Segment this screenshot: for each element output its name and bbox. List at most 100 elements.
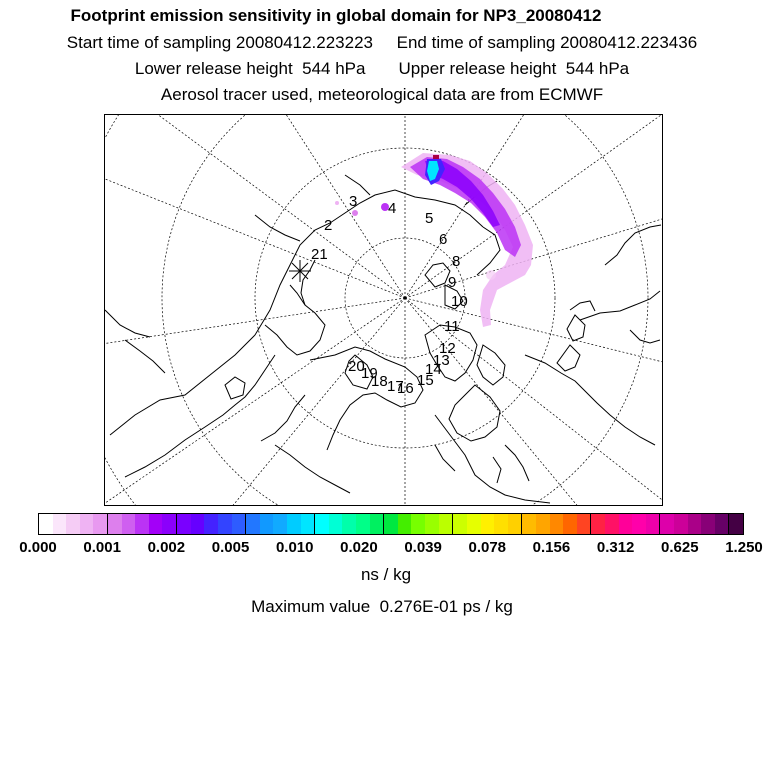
- traj-label-19: 19: [361, 365, 378, 382]
- traj-label-16: 16: [397, 380, 414, 397]
- colorbar-segment: [674, 514, 688, 534]
- meridian: [105, 178, 406, 299]
- lat-circle: [161, 115, 649, 505]
- coastline: [524, 354, 656, 446]
- traj-label-12: 12: [439, 340, 456, 357]
- traj-label-6: 6: [439, 231, 447, 248]
- coastline: [569, 300, 596, 312]
- colorbar-segment: [701, 514, 715, 534]
- colorbar-segment: [273, 514, 287, 534]
- colorbar-tick: 0.020: [340, 539, 378, 556]
- traj-label-4: 4: [388, 200, 396, 217]
- colorbar-segment: [52, 514, 67, 534]
- colorbar-segment: [286, 514, 301, 534]
- coastline: [344, 354, 374, 390]
- colorbar-segment: [590, 514, 605, 534]
- colorbar-segment: [93, 514, 108, 534]
- coastline: [424, 324, 478, 382]
- coastline: [254, 214, 301, 242]
- coastline: [579, 290, 661, 321]
- emission-plume: [335, 153, 533, 327]
- colorbar-tick: 0.625: [661, 539, 699, 556]
- polar-map: 2 3 4 5 6 8 9 10 11 12 13 14 15 16 17 18…: [104, 114, 663, 506]
- colorbar-segment: [383, 514, 398, 534]
- coastline: [344, 174, 371, 196]
- plume-spot: [352, 210, 358, 216]
- coastline: [309, 346, 424, 451]
- colorbar-segment: [728, 514, 744, 534]
- coastline: [434, 444, 456, 472]
- colorbar-segment: [618, 514, 633, 534]
- colorbar-segment: [121, 514, 136, 534]
- colorbar-segment: [645, 514, 660, 534]
- meridian: [232, 297, 406, 505]
- coastline: [556, 344, 581, 372]
- lat-circle: [105, 115, 136, 505]
- colorbar-segment: [176, 514, 191, 534]
- coastline: [444, 284, 464, 310]
- plume-mid: [410, 157, 521, 257]
- colorbar-tick-labels: 0.000 0.001 0.002 0.005 0.010 0.020 0.039 0.078…: [0, 539, 768, 559]
- meridian: [105, 297, 406, 344]
- coastline: [224, 376, 246, 400]
- colorbar: [38, 513, 744, 535]
- colorbar-segment: [356, 514, 370, 534]
- colorbar-tick: 1.250: [725, 539, 763, 556]
- plume-spot: [381, 203, 389, 211]
- colorbar-segment: [659, 514, 675, 534]
- colorbar-tick: 0.312: [596, 539, 635, 556]
- map-title: Footprint emission sensitivity in global…: [70, 6, 602, 25]
- colorbar-segment: [507, 514, 522, 534]
- tracer-info-line: Aerosol tracer used, meteorological data…: [160, 85, 604, 104]
- traj-label-2: 2: [324, 217, 332, 234]
- colorbar-segment: [231, 514, 246, 534]
- plume-core: [425, 161, 500, 227]
- colorbar-segment: [162, 514, 177, 534]
- coastline: [264, 284, 326, 356]
- meridian: [157, 115, 406, 299]
- colorbar-segment: [135, 514, 149, 534]
- lat-circle: [254, 147, 556, 449]
- coastline: [124, 354, 276, 478]
- traj-label-13: 13: [433, 352, 450, 369]
- colorbar-tick: 0.005: [211, 539, 250, 556]
- coastlines: [105, 174, 662, 504]
- colorbar-segment: [480, 514, 495, 534]
- colorbar-segment: [107, 514, 122, 534]
- meridian-lines: [105, 115, 662, 505]
- colorbar-segment: [687, 514, 702, 534]
- colorbar-tick: 0.002: [147, 539, 186, 556]
- traj-label-14: 14: [425, 361, 442, 378]
- colorbar-segment: [494, 514, 508, 534]
- plume-max: [433, 155, 439, 159]
- coastline: [504, 444, 530, 482]
- coastline: [448, 384, 501, 442]
- colorbar-segment: [314, 514, 329, 534]
- colorbar-segment: [259, 514, 274, 534]
- colorbar-segment: [466, 514, 481, 534]
- traj-label-21: 21: [311, 246, 328, 263]
- coastline: [300, 259, 316, 306]
- plume-spot: [486, 270, 496, 280]
- traj-label-20: 20: [348, 358, 365, 375]
- traj-label-9: 9: [448, 274, 456, 291]
- plume-peak-high: [427, 161, 439, 181]
- colorbar-segment: [535, 514, 550, 534]
- colorbar-segment: [369, 514, 384, 534]
- coastline: [476, 226, 501, 276]
- coastline: [260, 394, 306, 442]
- coastline: [604, 224, 662, 266]
- colorbar-segment: [563, 514, 577, 534]
- traj-label-15: 15: [417, 372, 434, 389]
- colorbar-segment: [300, 514, 315, 534]
- release-height-line: Lower release height 544 hPa Upper relea…: [134, 59, 630, 78]
- traj-label-5: 5: [425, 210, 433, 227]
- max-value-label: Maximum value 0.276E-01 ps / kg: [251, 597, 513, 616]
- coastline: [124, 339, 166, 374]
- colorbar-segment: [66, 514, 80, 534]
- latitude-circles: [105, 115, 649, 505]
- coastline: [424, 262, 451, 288]
- meridian: [404, 297, 578, 505]
- plume-spot: [335, 201, 339, 205]
- colorbar-tick: 0.156: [532, 539, 571, 556]
